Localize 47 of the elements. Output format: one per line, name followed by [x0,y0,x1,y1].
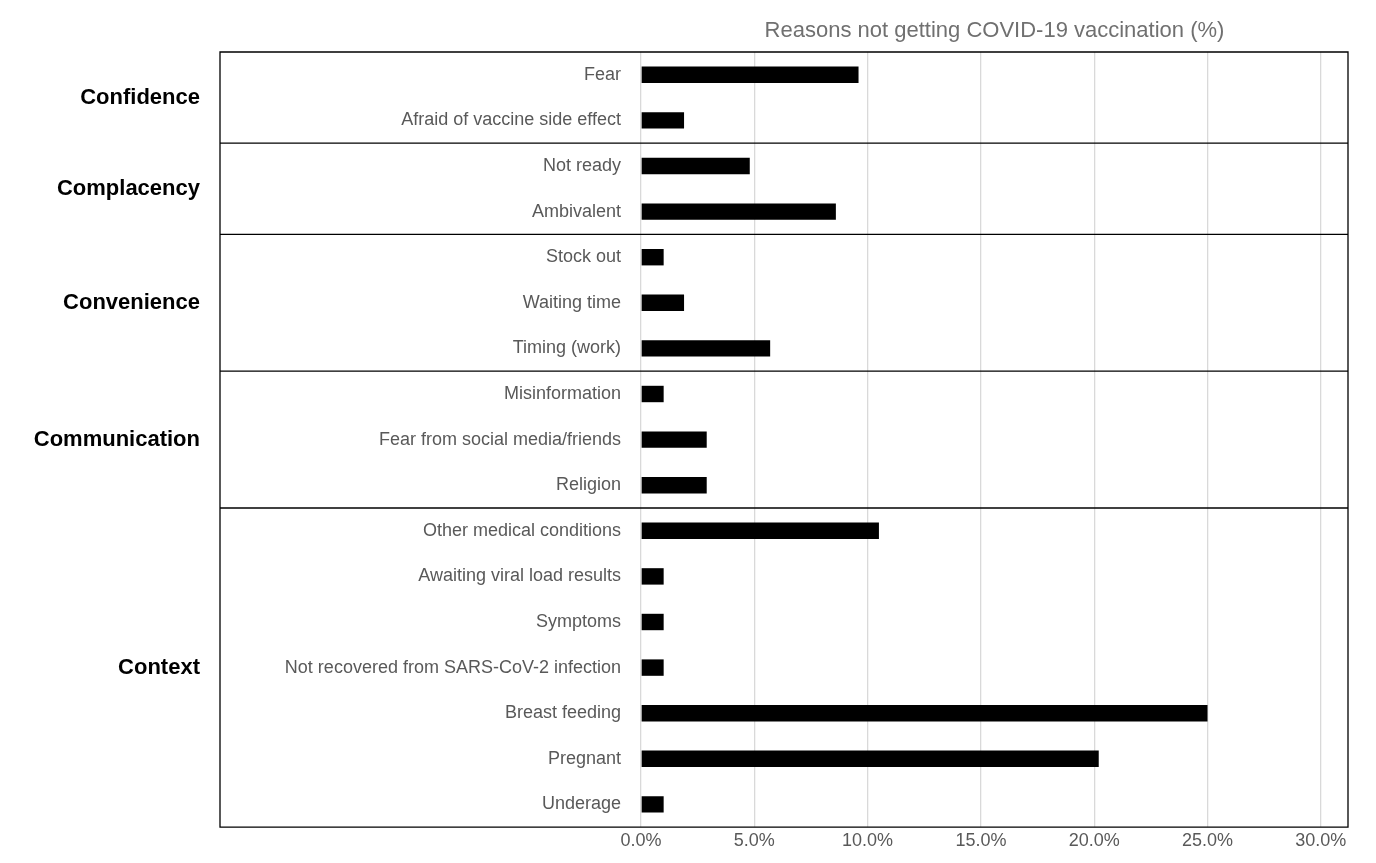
bar [641,112,685,129]
x-tick-label: 20.0% [1068,829,1120,850]
text: Communication [33,425,200,451]
bar [641,750,1099,768]
y-tick-label: Underage [541,793,621,814]
bar [641,66,859,84]
y-tick-label: Stock out [545,246,621,267]
x-tick-label: 10.0% [842,829,894,850]
bar [641,476,707,494]
y-tick-label: Misinformation [503,382,621,403]
y-tick-label: Timing (work) [512,337,621,358]
y-tick-label: Awaiting viral load results [418,565,621,586]
y-tick-label: Ambivalent [531,200,621,221]
x-tick-label: 25.0% [1181,829,1234,850]
bar [641,431,707,448]
bar [641,340,771,357]
text: Convenience [63,288,200,314]
y-tick-label: Pregnant [547,747,621,768]
bar [641,294,685,312]
bar [641,659,664,676]
x-tick-label: 5.0% [733,829,775,850]
bar [641,568,664,585]
bar [641,248,664,266]
text: Context [118,653,201,679]
chart-title: Reasons not getting COVID-19 vaccination (%) [764,17,1225,43]
bar [641,613,664,631]
y-tick-label: Other medical conditions [422,519,621,540]
x-tick-label: 0.0% [620,829,662,850]
text: Confidence [80,83,200,109]
y-tick-label: Religion [555,474,621,495]
text: Complacency [56,174,201,200]
bar [641,704,1208,722]
y-tick-label: Fear [583,63,621,84]
y-tick-label: Not recovered from SARS-CoV-2 infection [284,656,621,677]
x-tick-label: 30.0% [1295,829,1347,850]
bar [641,203,836,220]
bar [641,796,664,813]
x-tick-label: 15.0% [955,829,1007,850]
y-tick-label: Afraid of vaccine side effect [401,109,621,130]
y-tick-label: Fear from social media/friends [378,428,621,449]
y-tick-label: Waiting time [522,291,621,312]
bar [641,522,879,540]
y-tick-label: Breast feeding [504,702,621,723]
bar [641,157,750,175]
bar [641,385,664,403]
y-tick-label: Not ready [542,154,621,175]
y-tick-label: Symptoms [535,610,621,631]
